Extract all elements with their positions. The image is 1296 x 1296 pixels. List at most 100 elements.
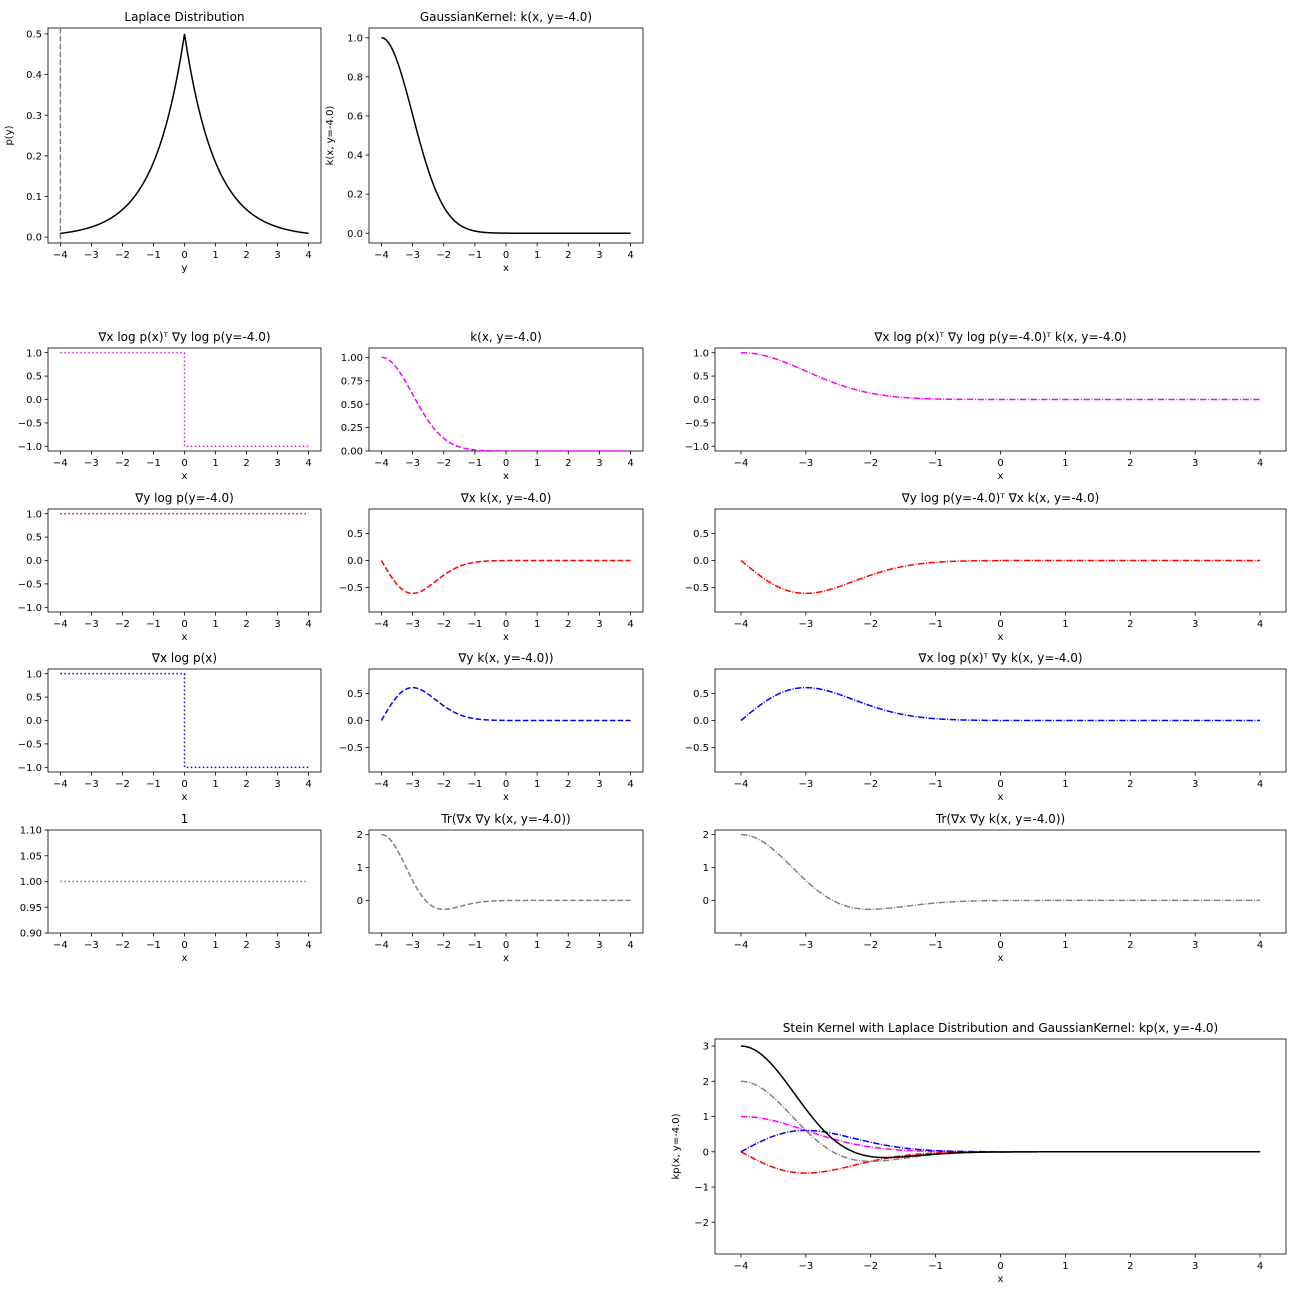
series-line-x-k-x-y-4-0 bbox=[380, 559, 631, 595]
x-tick-label: −3 bbox=[798, 779, 813, 790]
y-tick-label: −1 bbox=[694, 1183, 709, 1194]
series-line-term3 bbox=[740, 686, 1261, 722]
chart-title: k(x, y=-4.0) bbox=[470, 330, 542, 344]
y-tick-label: −1.0 bbox=[18, 442, 42, 453]
x-tick-label: 2 bbox=[565, 779, 571, 790]
y-tick-label: 2 bbox=[703, 830, 709, 841]
chart-title: Stein Kernel with Laplace Distribution a… bbox=[783, 1021, 1218, 1035]
y-tick-label: 0.50 bbox=[341, 400, 363, 411]
x-tick-label: 4 bbox=[305, 940, 311, 951]
x-tick-label: 1 bbox=[1062, 458, 1068, 469]
subplot-r4c3: −4 −3 −2 −1 0 1 2 3 4 0 1 2 Tr(∇x ∇y k(x, y=-4.0)) x bbox=[703, 812, 1287, 964]
subplot-r4c1: −4 −3 −2 −1 0 1 2 3 4 0.90 0.95 1.00 1.05 1.10 1 x bbox=[20, 812, 322, 964]
y-axis-label: kp(x, y=-4.0) bbox=[671, 1113, 682, 1179]
x-axis-label: x bbox=[998, 792, 1004, 803]
x-tick-label: 3 bbox=[274, 940, 280, 951]
series-line-tr-x-y-k-x-y-4-0 bbox=[381, 833, 631, 911]
x-tick-label: −3 bbox=[405, 458, 420, 469]
x-tick-label: 4 bbox=[1257, 619, 1263, 630]
x-tick-label: −1 bbox=[928, 940, 943, 951]
y-tick-label: 0.5 bbox=[26, 693, 42, 704]
y-tick-label: −0.5 bbox=[685, 583, 709, 594]
y-tick-label: 3 bbox=[703, 1042, 709, 1053]
x-tick-label: 3 bbox=[1192, 619, 1198, 630]
x-tick-label: 0 bbox=[181, 619, 187, 630]
subplot-r4c2: −4 −3 −2 −1 0 1 2 3 4 0 1 2 Tr(∇x ∇y k(x, y=-4.0)) x bbox=[357, 812, 644, 964]
x-tick-label: −4 bbox=[734, 779, 749, 790]
y-tick-label: 0.5 bbox=[693, 689, 709, 700]
y-tick-label: 0 bbox=[703, 896, 709, 907]
y-tick-label: −0.5 bbox=[339, 743, 363, 754]
x-tick-label: 4 bbox=[627, 458, 633, 469]
x-axis-label: x bbox=[503, 953, 509, 964]
y-tick-label: −1.0 bbox=[18, 603, 42, 614]
x-tick-label: 0 bbox=[503, 619, 509, 630]
y-tick-label: −0.5 bbox=[18, 419, 42, 430]
y-tick-label: 1.00 bbox=[341, 353, 363, 364]
x-tick-label: −3 bbox=[798, 940, 813, 951]
x-tick-label: 0 bbox=[181, 940, 187, 951]
x-tick-label: −1 bbox=[146, 940, 161, 951]
x-tick-label: 0 bbox=[997, 619, 1003, 630]
x-tick-label: −2 bbox=[436, 940, 451, 951]
x-tick-label: −4 bbox=[734, 1261, 749, 1272]
y-tick-label: 0.5 bbox=[693, 529, 709, 540]
x-tick-label: −4 bbox=[374, 940, 389, 951]
x-tick-label: 2 bbox=[243, 619, 249, 630]
x-tick-label: 2 bbox=[565, 619, 571, 630]
x-tick-label: −2 bbox=[863, 940, 878, 951]
axes-frame bbox=[47, 668, 322, 773]
x-tick-label: −2 bbox=[115, 619, 130, 630]
x-tick-label: −3 bbox=[84, 940, 99, 951]
x-tick-label: 3 bbox=[1192, 940, 1198, 951]
x-tick-label: −3 bbox=[84, 250, 99, 261]
subplot-r3c3: −4 −3 −2 −1 0 1 2 3 4 −0.5 0.0 0.5 ∇x log p(x)ᵀ ∇y k… bbox=[685, 651, 1287, 803]
chart-title: ∇x k(x, y=-4.0) bbox=[460, 491, 552, 505]
x-tick-label: 3 bbox=[274, 779, 280, 790]
x-tick-label: −3 bbox=[84, 458, 99, 469]
x-axis-label: x bbox=[503, 632, 509, 643]
x-tick-label: 0 bbox=[503, 779, 509, 790]
x-tick-label: −4 bbox=[374, 458, 389, 469]
subplot-stein: −4 −3 −2 −1 0 1 2 3 4 −2 −1 0 1 2 3 Stein Kernel with L… bbox=[671, 1021, 1287, 1285]
series-line-kp-x-y-4-0 bbox=[740, 1045, 1261, 1159]
x-axis-label: x bbox=[182, 471, 188, 482]
x-tick-label: 2 bbox=[565, 458, 571, 469]
x-tick-label: 3 bbox=[596, 458, 602, 469]
x-tick-label: −3 bbox=[405, 250, 420, 261]
x-tick-label: −4 bbox=[53, 250, 68, 261]
x-tick-label: 2 bbox=[243, 250, 249, 261]
x-tick-label: −1 bbox=[467, 458, 482, 469]
x-axis-label: x bbox=[182, 953, 188, 964]
y-tick-label: 0.25 bbox=[341, 423, 363, 434]
y-tick-label: 0.4 bbox=[347, 151, 363, 162]
x-tick-label: −3 bbox=[798, 1261, 813, 1272]
subplot-laplace: −4 −3 −2 −1 0 1 2 3 4 0.0 0.1 0.2 0.3 0.4 0.5 Laplace D… bbox=[4, 10, 322, 274]
x-tick-label: 4 bbox=[305, 619, 311, 630]
x-tick-label: 3 bbox=[596, 940, 602, 951]
x-tick-label: 1 bbox=[212, 619, 218, 630]
x-tick-label: −3 bbox=[798, 458, 813, 469]
y-tick-label: −0.5 bbox=[339, 583, 363, 594]
series-line-term2 bbox=[740, 559, 1261, 595]
y-tick-label: 0 bbox=[357, 896, 363, 907]
y-tick-label: 0.95 bbox=[20, 903, 42, 914]
x-tick-label: 2 bbox=[1127, 619, 1133, 630]
x-tick-label: −4 bbox=[374, 619, 389, 630]
x-tick-label: 4 bbox=[305, 779, 311, 790]
x-tick-label: 4 bbox=[305, 458, 311, 469]
x-tick-label: −3 bbox=[798, 619, 813, 630]
subplot-r3c2: −4 −3 −2 −1 0 1 2 3 4 −0.5 0.0 0.5 ∇y k(x, y=-4.0)) x bbox=[339, 651, 644, 803]
chart-title: ∇x log p(x)ᵀ ∇y log p(y=-4.0) bbox=[97, 330, 270, 344]
x-tick-label: 2 bbox=[1127, 458, 1133, 469]
x-tick-label: 0 bbox=[181, 250, 187, 261]
chart-title: ∇y log p(y=-4.0) bbox=[134, 491, 234, 505]
y-tick-label: 0.0 bbox=[347, 716, 363, 727]
x-tick-label: −2 bbox=[436, 458, 451, 469]
x-tick-label: 4 bbox=[627, 619, 633, 630]
x-tick-label: 1 bbox=[534, 940, 540, 951]
y-tick-label: −0.5 bbox=[18, 580, 42, 591]
subplot-r2c2: −4 −3 −2 −1 0 1 2 3 4 −0.5 0.0 0.5 ∇x k(x, y=-4.0) x bbox=[339, 491, 644, 643]
axes-frame bbox=[368, 347, 644, 452]
x-tick-label: 1 bbox=[1062, 940, 1068, 951]
